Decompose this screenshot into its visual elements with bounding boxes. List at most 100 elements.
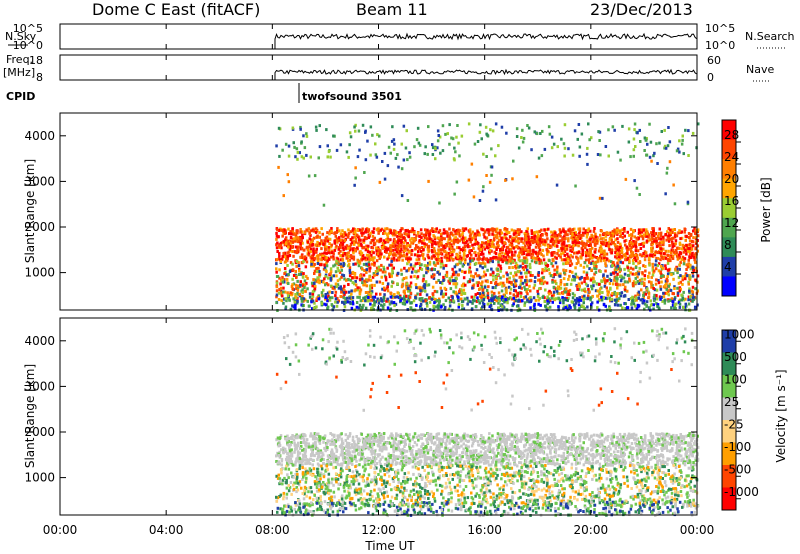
range-cell <box>529 271 532 274</box>
range-cell <box>664 286 667 290</box>
range-cell <box>383 303 386 307</box>
range-cell <box>646 230 649 234</box>
range-cell <box>538 287 541 291</box>
range-cell <box>689 252 692 256</box>
range-cell <box>568 304 571 308</box>
range-cell <box>561 247 564 251</box>
range-cell <box>333 263 337 267</box>
range-cell <box>306 276 309 280</box>
range-cell <box>408 155 412 159</box>
range-cell <box>576 251 579 255</box>
range-cell <box>673 285 676 289</box>
range-cell <box>524 247 527 251</box>
range-cell <box>389 246 392 250</box>
range-cell <box>647 295 651 299</box>
range-cell <box>477 261 481 265</box>
range-cell <box>389 307 393 311</box>
range-cell <box>303 279 307 283</box>
range-cell <box>632 240 635 243</box>
range-cell <box>293 435 296 438</box>
range-cell <box>694 266 698 270</box>
range-cell <box>442 303 445 307</box>
range-cell <box>535 175 539 179</box>
range-cell <box>373 300 376 304</box>
range-cell <box>314 125 318 129</box>
range-cell <box>391 253 395 257</box>
range-cell <box>580 241 583 245</box>
range-cell <box>654 448 657 452</box>
range-cell <box>432 304 435 308</box>
range-cell <box>383 177 387 181</box>
range-cell <box>308 295 312 299</box>
range-cell <box>567 277 570 281</box>
range-cell <box>311 307 314 311</box>
range-cell <box>315 247 318 251</box>
range-cell <box>392 147 396 151</box>
range-cell <box>685 235 688 238</box>
range-cell <box>530 232 534 236</box>
range-cell <box>314 243 317 247</box>
range-cell <box>501 305 504 309</box>
range-cell <box>441 247 444 251</box>
range-cell <box>451 137 455 141</box>
range-cell <box>608 307 612 310</box>
range-cell <box>275 301 278 305</box>
range-cell <box>548 132 552 136</box>
range-cell <box>567 289 570 293</box>
range-cell <box>525 283 528 287</box>
range-cell <box>689 256 693 259</box>
range-cell <box>487 285 490 289</box>
range-cell <box>311 458 315 462</box>
range-cell <box>392 245 395 248</box>
range-cell <box>524 279 527 283</box>
range-cell <box>410 241 413 245</box>
range-cell <box>354 262 357 266</box>
range-cell <box>668 160 672 164</box>
range-cell <box>336 227 339 231</box>
range-cell <box>562 262 565 266</box>
range-cell <box>478 288 481 291</box>
range-cell <box>496 231 499 235</box>
range-cell <box>577 244 580 248</box>
range-cell <box>293 237 296 241</box>
range-cell <box>559 234 562 238</box>
range-cell <box>334 246 338 250</box>
range-cell <box>500 231 504 235</box>
range-cell <box>635 296 638 300</box>
range-cell <box>633 243 636 247</box>
range-cell <box>351 270 355 274</box>
range-cell <box>477 254 481 258</box>
range-cell <box>568 288 572 292</box>
range-cell <box>296 279 299 283</box>
range-cell <box>392 229 396 233</box>
range-cell <box>316 244 319 248</box>
range-cell <box>410 237 414 241</box>
range-cell <box>351 229 354 233</box>
range-cell <box>402 253 406 257</box>
range-cell <box>627 268 630 272</box>
range-cell <box>604 269 607 273</box>
range-cell <box>520 239 523 243</box>
range-cell <box>301 294 304 298</box>
range-cell <box>275 237 278 241</box>
range-cell <box>638 266 641 270</box>
range-cell <box>305 134 309 138</box>
range-cell <box>347 251 350 255</box>
range-cell <box>296 157 299 161</box>
range-cell <box>471 284 475 288</box>
range-cell <box>622 276 626 280</box>
range-cell <box>453 192 456 196</box>
range-cell <box>332 305 336 309</box>
range-cell <box>534 275 537 279</box>
range-cell <box>514 250 517 254</box>
range-cell <box>337 247 340 251</box>
range-cell <box>509 235 512 239</box>
range-cell <box>287 282 290 285</box>
range-cell <box>540 279 544 283</box>
range-cell <box>283 243 287 247</box>
range-cell <box>679 274 682 278</box>
range-cell <box>371 234 375 238</box>
range-cell <box>296 301 299 305</box>
range-cell <box>658 442 661 446</box>
range-cell <box>411 444 415 448</box>
